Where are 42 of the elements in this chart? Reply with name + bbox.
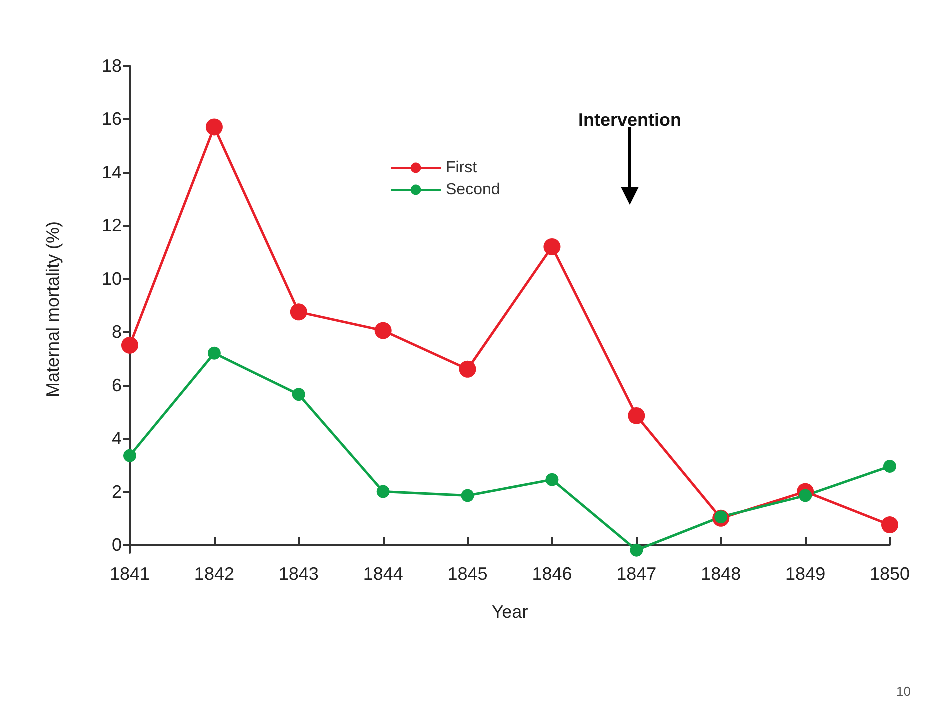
y-tick-label: 0 <box>112 535 122 556</box>
x-tick-label: 1843 <box>278 564 319 584</box>
point <box>292 388 306 402</box>
point <box>459 360 476 378</box>
point <box>124 449 136 462</box>
annotation: Intervention <box>578 110 682 131</box>
y-tick-label: 12 <box>102 216 122 236</box>
x-axis-title: Year <box>492 602 528 622</box>
y-tick-label: 18 <box>102 56 122 76</box>
point <box>630 544 644 557</box>
x-tick-label: 1847 <box>616 564 657 584</box>
x-tick-label: 1849 <box>786 564 826 584</box>
point <box>546 473 559 486</box>
point <box>206 118 223 136</box>
y-tick-label: 10 <box>102 268 122 289</box>
x-tick-label: 1842 <box>194 564 234 584</box>
legend-label: Second <box>446 182 500 198</box>
y-axis-title: Maternal mortality (%) <box>43 221 63 398</box>
x-tick-label: 1850 <box>870 564 910 584</box>
point <box>374 322 392 340</box>
x-tick-label: 1844 <box>363 564 404 584</box>
y-tick-label: 14 <box>102 162 122 182</box>
x-tick-label: 1846 <box>532 564 572 584</box>
point <box>208 346 221 360</box>
point <box>882 516 898 534</box>
point <box>290 304 308 321</box>
point <box>628 407 646 424</box>
x-tick-label: 1848 <box>701 564 742 584</box>
y-tick-label: 16 <box>102 109 122 130</box>
legend-label: First <box>446 160 478 176</box>
y-tick-label: 2 <box>112 482 122 502</box>
x-tick-label: 1841 <box>110 564 150 584</box>
point <box>884 460 896 474</box>
point <box>122 336 138 354</box>
y-tick-label: 6 <box>112 375 122 396</box>
text: 10 <box>896 684 911 699</box>
point <box>544 238 561 256</box>
y-tick-label: 4 <box>112 428 122 449</box>
point <box>376 485 390 498</box>
y-tick-label: 8 <box>112 322 122 342</box>
point <box>461 489 474 502</box>
x-tick-label: 1845 <box>448 564 488 584</box>
